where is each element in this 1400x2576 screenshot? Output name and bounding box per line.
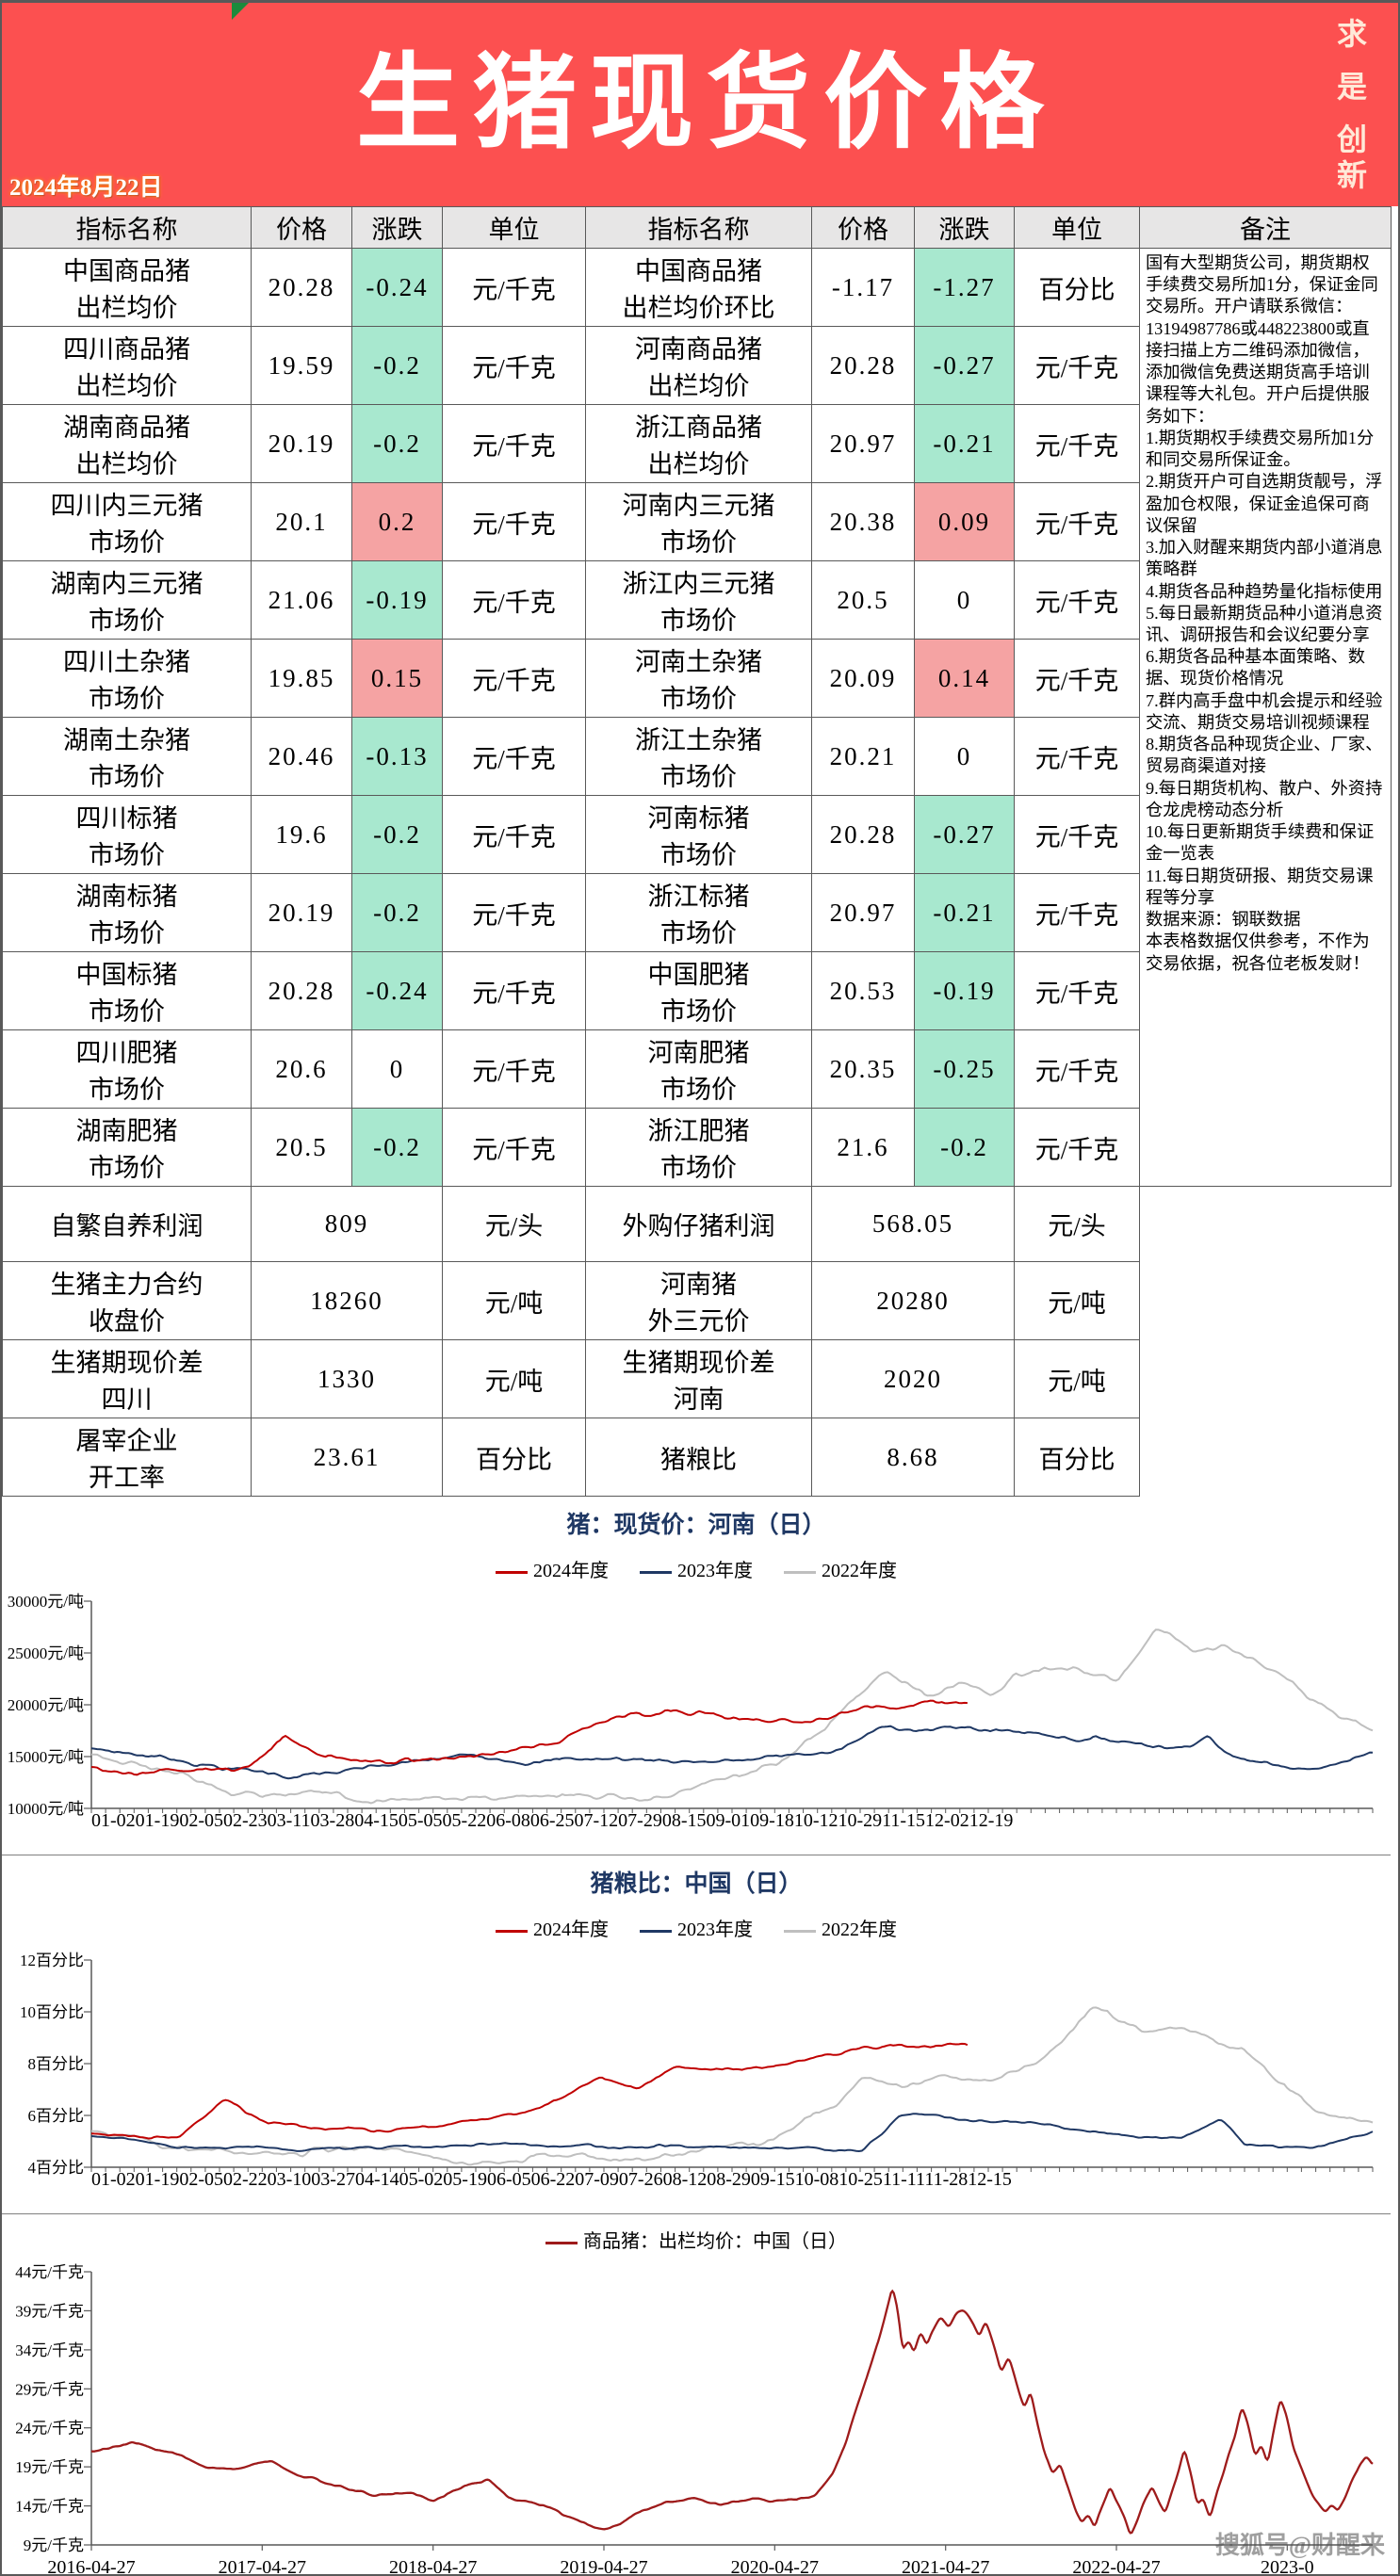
svg-text:求: 求 (1337, 17, 1367, 51)
svg-text:15000元/吨: 15000元/吨 (8, 1748, 84, 1766)
svg-text:创: 创 (1336, 122, 1367, 156)
svg-text:34元/千克: 34元/千克 (15, 2341, 84, 2359)
svg-text:12百分比: 12百分比 (20, 1952, 84, 1969)
svg-text:9元/千克: 9元/千克 (24, 2536, 84, 2554)
svg-text:是: 是 (1337, 70, 1367, 104)
svg-text:10百分比: 10百分比 (20, 2003, 84, 2021)
svg-text:2017-04-27: 2017-04-27 (219, 2557, 306, 2576)
svg-text:2019-04-27: 2019-04-27 (560, 2557, 647, 2576)
svg-text:6百分比: 6百分比 (28, 2107, 85, 2125)
svg-text:2022-04-27: 2022-04-27 (1072, 2557, 1160, 2576)
svg-text:2020-04-27: 2020-04-27 (731, 2557, 819, 2576)
svg-text:新: 新 (1337, 158, 1367, 189)
svg-text:24元/千克: 24元/千克 (15, 2420, 84, 2438)
svg-text:44元/千克: 44元/千克 (15, 2263, 84, 2281)
svg-text:14元/千克: 14元/千克 (15, 2498, 84, 2516)
svg-text:8百分比: 8百分比 (28, 2055, 85, 2073)
svg-text:29元/千克: 29元/千克 (15, 2380, 84, 2398)
svg-text:20000元/吨: 20000元/吨 (8, 1696, 84, 1714)
svg-text:2016-04-27: 2016-04-27 (47, 2557, 135, 2576)
svg-text:30000元/吨: 30000元/吨 (8, 1593, 84, 1611)
svg-text:4百分比: 4百分比 (28, 2159, 85, 2177)
svg-text:2018-04-27: 2018-04-27 (389, 2557, 477, 2576)
svg-text:2021-04-27: 2021-04-27 (902, 2557, 989, 2576)
svg-text:19元/千克: 19元/千克 (15, 2458, 84, 2476)
svg-text:10000元/吨: 10000元/吨 (8, 1800, 84, 1818)
svg-text:25000元/吨: 25000元/吨 (8, 1644, 84, 1662)
svg-text:39元/千克: 39元/千克 (15, 2302, 84, 2320)
